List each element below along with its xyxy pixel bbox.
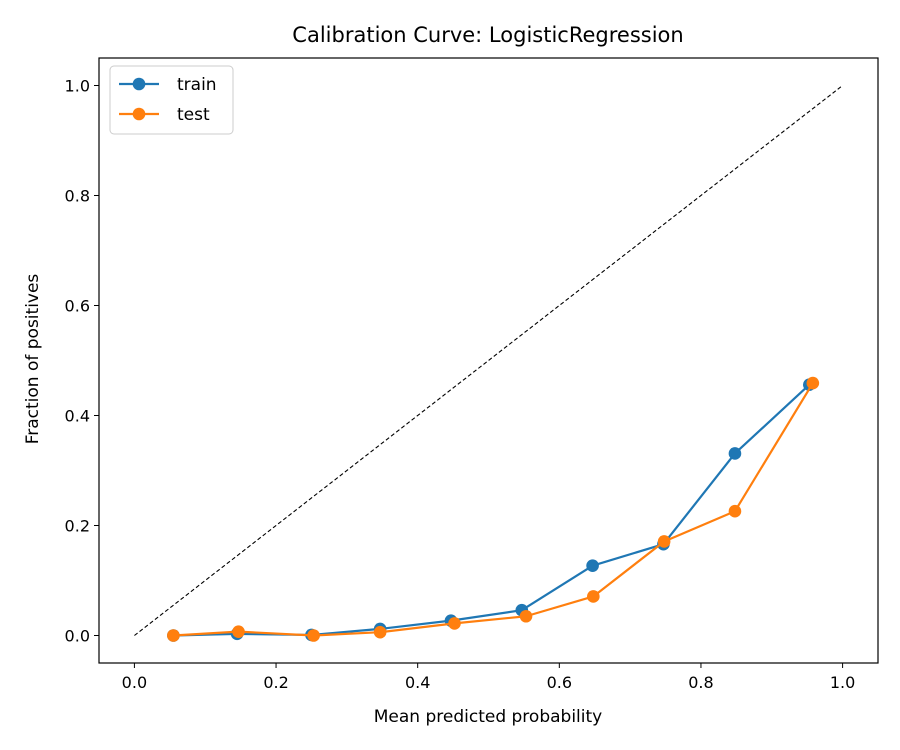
y-axis-label: Fraction of positives [23,274,43,445]
y-tick-label: 0.6 [65,297,90,316]
chart-title: Calibration Curve: LogisticRegression [292,23,683,47]
y-tick-label: 0.2 [65,517,90,536]
legend-label-train: train [177,75,217,95]
x-tick-label: 0.0 [122,673,147,692]
series-line-test [173,382,814,637]
data-point-test [307,629,320,642]
data-point-train [586,559,599,572]
legend-marker-train [132,77,146,91]
data-point-train [728,447,742,460]
y-tick-label: 0.4 [65,407,90,426]
x-tick-label: 0.2 [263,673,288,692]
x-axis-label: Mean predicted probability [374,707,602,727]
data-point-test [806,376,820,390]
data-point-test [167,629,180,642]
legend: train test [109,65,234,135]
legend-marker-test [132,107,146,121]
y-tick-label: 0.0 [65,627,90,646]
y-tick-label: 0.8 [65,187,90,206]
data-point-test [232,625,245,638]
x-tick-label: 0.6 [547,673,572,692]
x-tick-label: 0.4 [405,673,430,692]
data-point-test [657,535,671,548]
data-point-test [587,590,600,603]
data-point-test [519,609,533,623]
data-point-test [728,504,742,518]
legend-label-test: test [177,105,210,125]
plot-frame [98,57,879,664]
plot-area [134,85,843,642]
data-point-test [373,625,387,639]
data-point-test [448,617,461,630]
x-tick-label: 1.0 [830,673,855,692]
y-tick-label: 1.0 [65,77,90,96]
x-tick-label: 0.8 [688,673,713,692]
axes: 0.0 0.2 0.4 0.6 0.8 1.0 0.0 0.2 0.4 0.6 0.8 1.0 [65,77,856,693]
